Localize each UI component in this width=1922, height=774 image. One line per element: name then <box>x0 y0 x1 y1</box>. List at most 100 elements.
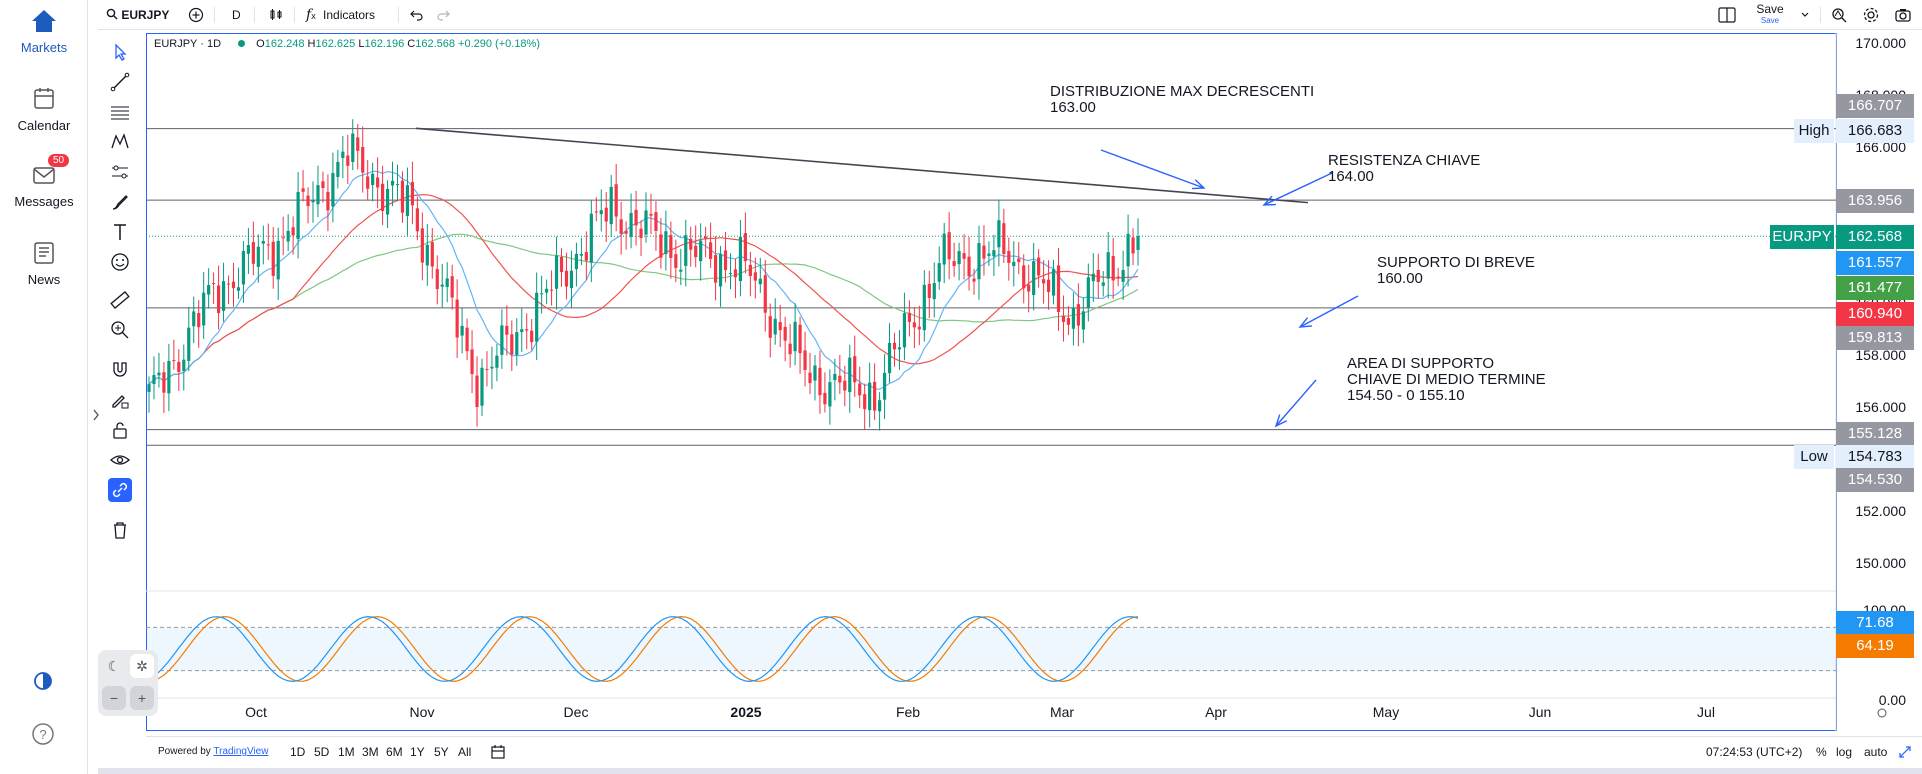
chart-area[interactable]: 170.000168.000166.000164.000160.000158.0… <box>146 33 1922 731</box>
nav-item-markets[interactable]: Markets <box>0 8 88 55</box>
candle-body <box>202 292 206 326</box>
cursor-tool[interactable] <box>108 40 132 64</box>
zoom-tool[interactable] <box>108 318 132 342</box>
symbol-label: EURJPY <box>121 8 170 22</box>
candle-body <box>1007 250 1011 263</box>
legend-title[interactable]: EURJPY · 1D <box>154 38 222 50</box>
candle-body <box>704 236 708 239</box>
magnet-icon <box>113 362 127 377</box>
price-chart-svg[interactable]: 170.000168.000166.000164.000160.000158.0… <box>146 33 1922 731</box>
ma-100-line <box>148 233 1139 385</box>
zoom-out-button[interactable]: − <box>102 686 126 710</box>
candle-body <box>445 278 449 287</box>
percent-toggle[interactable]: % <box>1816 745 1827 759</box>
candle-body <box>957 251 961 265</box>
range-button[interactable]: 5Y <box>434 745 449 759</box>
redo-icon[interactable] <box>436 8 450 22</box>
save-button[interactable]: Save Save <box>1750 3 1790 26</box>
range-button[interactable]: 1Y <box>410 745 425 759</box>
interval-button[interactable]: D <box>232 8 241 22</box>
camera-icon[interactable] <box>1894 6 1912 24</box>
candle-body <box>336 161 340 177</box>
range-button[interactable]: 1M <box>338 745 355 759</box>
price-tag: 163.956 <box>1836 189 1914 213</box>
range-button[interactable]: 1D <box>290 745 306 759</box>
date-range-calendar-icon[interactable] <box>490 744 506 760</box>
price-tag: 161.557 <box>1836 251 1914 275</box>
annotation-resistenza[interactable]: RESISTENZA CHIAVE 164.00 <box>1328 152 1481 185</box>
time-tick-label: Nov <box>410 704 435 720</box>
candle-body <box>1012 261 1016 267</box>
sync-drawings-tool[interactable] <box>108 478 132 502</box>
fib-tool[interactable] <box>108 100 132 124</box>
quick-search-icon[interactable] <box>1830 6 1848 24</box>
prediction-tool[interactable] <box>108 160 132 184</box>
candle-body <box>569 270 574 289</box>
pattern-tool[interactable] <box>108 130 132 154</box>
settings-gear-icon[interactable] <box>1862 6 1880 24</box>
time-axis-settings-icon[interactable] <box>1877 708 1887 718</box>
svg-text:?: ? <box>39 727 46 742</box>
lock-tool[interactable] <box>108 418 132 442</box>
clock-label[interactable]: 07:24:53 (UTC+2) <box>1706 745 1803 759</box>
fib-retracement-icon <box>111 106 129 120</box>
fx-icon: f <box>306 7 312 23</box>
price-tag: 155.128 <box>1836 422 1914 446</box>
toolbar-divider <box>398 7 399 23</box>
nav-item-calendar[interactable]: Calendar <box>0 86 88 133</box>
compare-add-icon[interactable] <box>188 7 204 23</box>
scale-settings-icon[interactable] <box>1898 745 1912 759</box>
candle-body <box>743 233 747 262</box>
nav-item-messages[interactable]: 50 Messages <box>0 154 88 209</box>
log-toggle[interactable]: log <box>1836 745 1853 759</box>
indicators-button[interactable]: fx Indicators <box>306 6 375 24</box>
range-button[interactable]: 3M <box>362 745 379 759</box>
magnet-tool[interactable] <box>108 358 132 382</box>
candle-body <box>167 360 171 394</box>
candle-body <box>331 173 335 207</box>
range-button[interactable]: 5D <box>314 745 330 759</box>
candle-body <box>863 394 867 410</box>
dark-mode-button[interactable]: ☾ <box>102 654 126 678</box>
help-icon[interactable]: ? <box>31 722 55 746</box>
auto-toggle[interactable]: auto <box>1864 745 1888 759</box>
annotation-supporto-breve[interactable]: SUPPORTO DI BREVE 160.00 <box>1377 254 1535 287</box>
trendline-tool[interactable] <box>108 70 132 94</box>
visibility-tool[interactable] <box>108 448 132 472</box>
brush-tool[interactable] <box>108 190 132 214</box>
theme-toggle-icon[interactable] <box>32 670 54 692</box>
annotation-arrow[interactable] <box>1100 149 1205 189</box>
collapse-chevron-icon[interactable] <box>92 408 100 422</box>
nav-item-news[interactable]: News <box>0 240 88 287</box>
candle-body <box>902 313 907 348</box>
emoji-tool[interactable] <box>108 250 132 274</box>
light-mode-button[interactable]: ✲ <box>130 654 154 678</box>
text-tool[interactable] <box>108 220 132 244</box>
candle-body <box>579 253 583 256</box>
tradingview-link[interactable]: TradingView <box>213 746 269 757</box>
annotation-arrow[interactable] <box>1299 295 1359 328</box>
candles-icon[interactable] <box>268 7 284 23</box>
undo-icon[interactable] <box>410 8 424 22</box>
time-tick-label: Mar <box>1050 704 1074 720</box>
horizontal-scrollbar[interactable] <box>98 768 1922 774</box>
nav-label: Markets <box>20 40 68 55</box>
candle-body <box>1121 269 1125 282</box>
measure-tool[interactable] <box>108 288 132 312</box>
chart-frame-border <box>146 33 1837 731</box>
trendline[interactable] <box>415 127 1309 204</box>
top-toolbar: EURJPY D fx Indicators Save Save <box>98 0 1922 30</box>
annotation-distribuzione[interactable]: DISTRIBUZIONE MAX DECRESCENTI 163.00 <box>1050 83 1315 116</box>
annotation-area-supporto[interactable]: AREA DI SUPPORTO CHIAVE DI MEDIO TERMINE… <box>1347 355 1546 404</box>
symbol-search-button[interactable]: EURJPY <box>106 6 169 24</box>
range-button[interactable]: All <box>458 745 472 759</box>
annotation-arrow[interactable] <box>1275 379 1317 427</box>
range-button[interactable]: 6M <box>386 745 403 759</box>
chevron-down-icon[interactable] <box>1800 11 1810 19</box>
stay-drawing-tool[interactable] <box>108 388 132 412</box>
candle-body <box>773 318 777 335</box>
annotation-arrow[interactable] <box>1263 172 1333 206</box>
zoom-in-button[interactable]: + <box>130 686 154 710</box>
layout-icon[interactable] <box>1718 7 1736 23</box>
remove-drawings-tool[interactable] <box>108 518 132 542</box>
